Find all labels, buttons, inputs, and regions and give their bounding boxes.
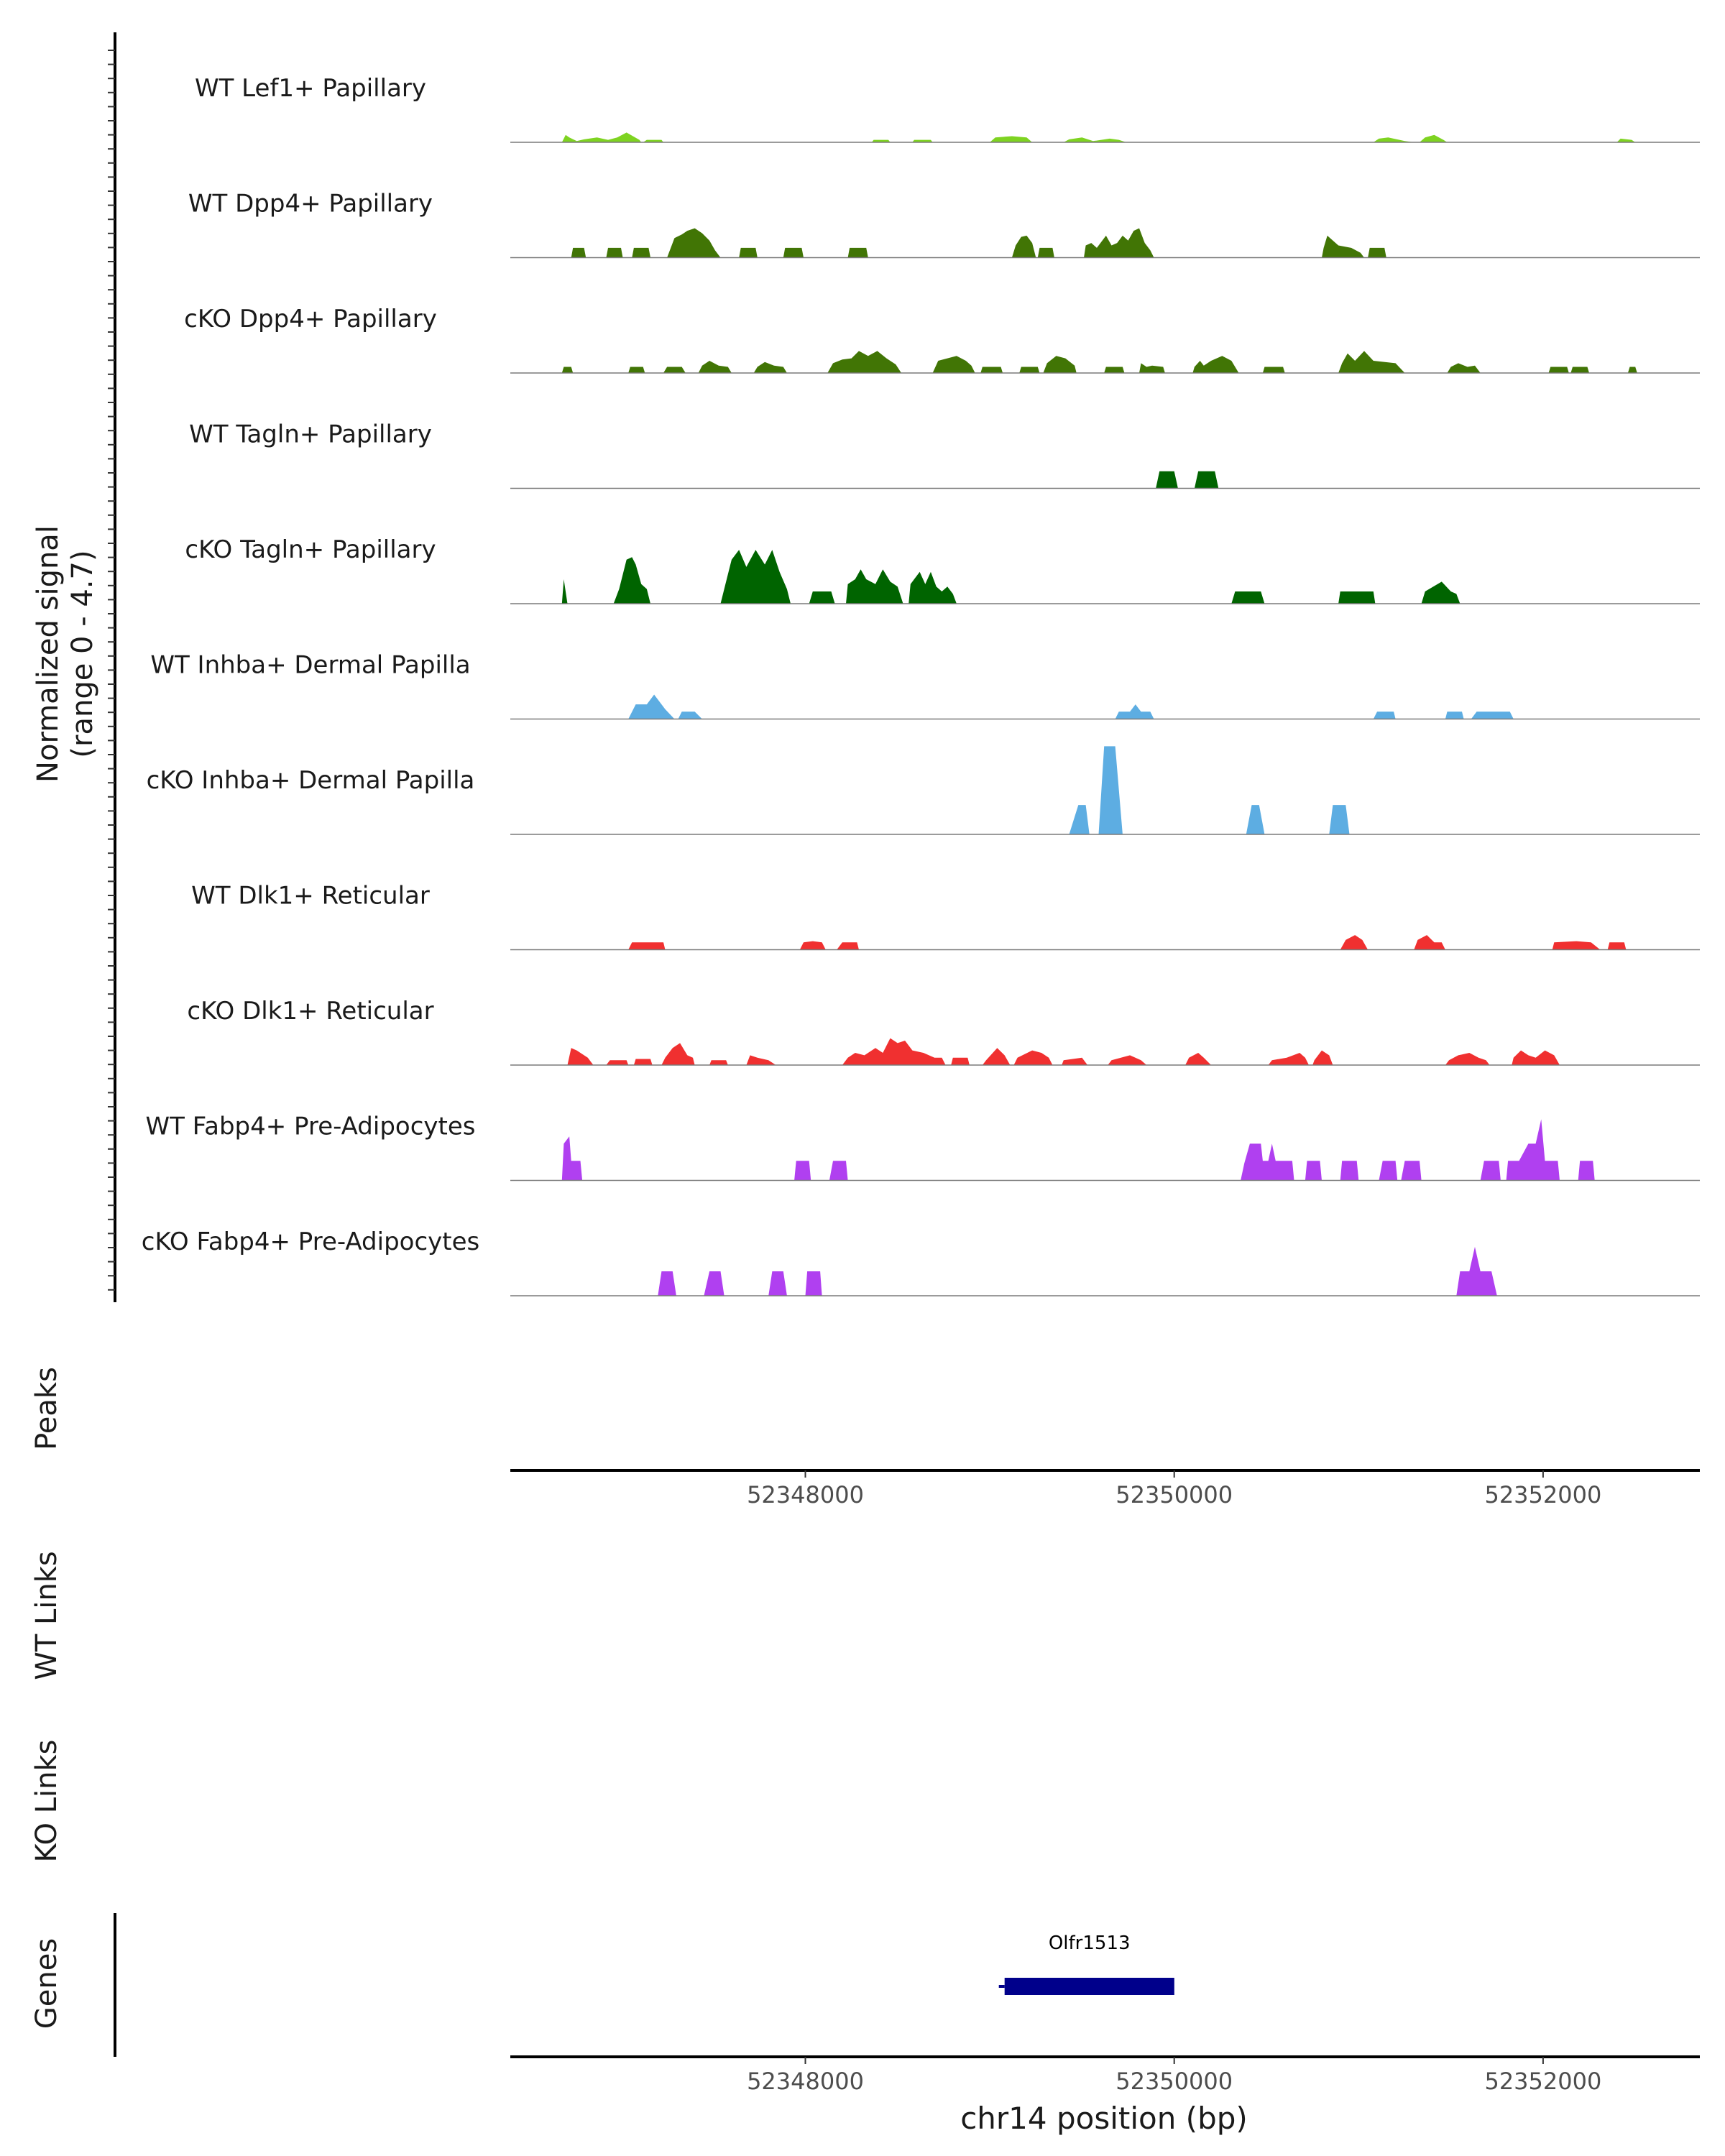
x-tick-label: 52352000 (1484, 2068, 1601, 2095)
peaks-x-axis: 52348000 52350000 52352000 (510, 1469, 1700, 1508)
track-label: WT Fabp4+ Pre-Adipocytes (146, 1112, 476, 1141)
track-label: cKO Dpp4+ Papillary (184, 305, 437, 333)
ylabel-line2: (range 0 - 4.7) (66, 550, 99, 757)
gene-annotations: Olfr1513 (998, 1932, 1174, 1995)
coverage-area (628, 694, 1514, 719)
genes-x-axis: 52348000 52350000 52352000 (510, 2055, 1700, 2095)
track-label: WT Dlk1+ Reticular (191, 882, 430, 911)
track-label: WT Tagln+ Papillary (189, 420, 432, 449)
coverage-area (567, 1038, 1560, 1065)
coverage-area (628, 935, 1627, 950)
track-label: cKO Inhba+ Dermal Papilla (147, 766, 475, 795)
coverage-y-ticks (108, 50, 115, 1291)
coverage-area (1069, 746, 1350, 834)
coverage-area (561, 550, 1460, 604)
coverage-tracks: WT Lef1+ Papillary WT Dpp4+ Papillary cKO … (142, 74, 1700, 1296)
coverage-area (658, 1246, 1497, 1296)
x-tick-label: 52352000 (1484, 1481, 1601, 1508)
ko-links-panel-label: KO Links (30, 1740, 63, 1863)
gene-label: Olfr1513 (1049, 1932, 1131, 1954)
x-axis-title: chr14 position (bp) (960, 2101, 1248, 2136)
x-tick-label: 52348000 (747, 2068, 864, 2095)
peaks-panel-label: Peaks (30, 1367, 63, 1450)
track-label: WT Inhba+ Dermal Papilla (150, 651, 470, 680)
track-label: WT Dpp4+ Papillary (188, 190, 433, 218)
x-tick-label: 52348000 (747, 1481, 864, 1508)
x-tick-label: 52350000 (1116, 1481, 1233, 1508)
coverage-area (561, 1119, 1595, 1181)
ylabel-line1: Normalized signal (32, 525, 65, 783)
track-label: cKO Dlk1+ Reticular (187, 997, 433, 1026)
genes-panel-label: Genes (30, 1938, 63, 2029)
track-label: cKO Fabp4+ Pre-Adipocytes (142, 1227, 480, 1256)
track-label: WT Lef1+ Papillary (195, 74, 426, 103)
gene-body (1004, 1978, 1174, 1995)
coverage-area (1156, 471, 1219, 489)
track-label: cKO Tagln+ Papillary (185, 535, 436, 564)
coverage-area (571, 228, 1386, 258)
x-tick-label: 52350000 (1116, 2068, 1233, 2095)
wt-links-panel-label: WT Links (30, 1551, 63, 1680)
coverage-area (561, 351, 1637, 373)
coverage-area (561, 132, 1636, 142)
